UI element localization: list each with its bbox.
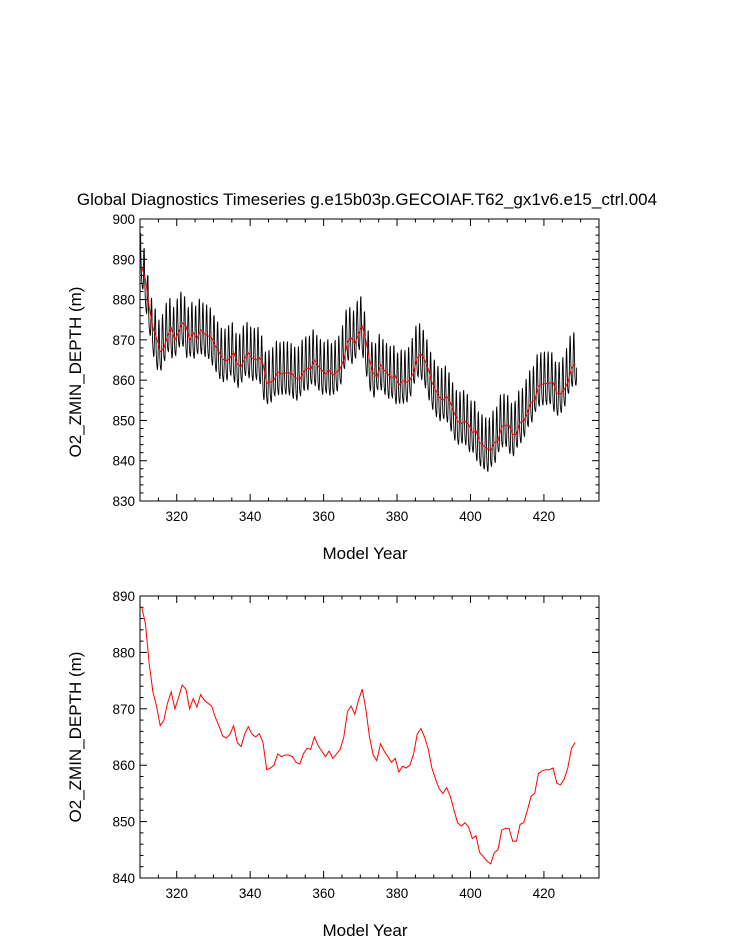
- top-xtick-label: 400: [459, 509, 482, 524]
- top-plot-frame: [139, 218, 600, 502]
- top-y-axis-label: O2_ZMIN_DEPTH (m): [66, 287, 85, 458]
- top-ytick-label: 830: [112, 494, 135, 509]
- bottom-series-lines: [141, 607, 576, 865]
- bottom-x-axis-label: Model Year: [322, 921, 407, 940]
- top-xtick-label: 380: [386, 509, 409, 524]
- top-panel: 830 840 850 860 870 880 890 900 320 340 360 380 400…: [66, 212, 600, 563]
- bottom-plot-frame: [139, 595, 600, 879]
- bottom-ytick-label: 860: [112, 758, 135, 773]
- bottom-xtick-label: 320: [165, 886, 188, 901]
- bottom-xtick-label: 360: [312, 886, 335, 901]
- bottom-axis-ticks: [139, 595, 600, 879]
- top-ytick-label: 880: [112, 293, 135, 308]
- top-xtick-label: 320: [165, 509, 188, 524]
- top-y-tick-labels: 830 840 850 860 870 880 890 900: [112, 212, 135, 509]
- bottom-ytick-label: 880: [112, 645, 135, 660]
- top-xtick-label: 360: [312, 509, 335, 524]
- top-ytick-label: 900: [112, 212, 135, 227]
- bottom-ytick-label: 850: [112, 815, 135, 830]
- top-series-lines: [139, 232, 578, 472]
- bottom-xtick-label: 380: [386, 886, 409, 901]
- top-series-annual-mean: [141, 267, 576, 452]
- bottom-y-tick-labels: 840 850 860 870 880 890: [112, 589, 135, 886]
- bottom-xtick-label: 400: [459, 886, 482, 901]
- top-x-tick-labels: 320 340 360 380 400 420: [165, 509, 555, 524]
- top-xtick-label: 420: [533, 509, 556, 524]
- top-ytick-label: 860: [112, 373, 135, 388]
- chart-title: Global Diagnostics Timeseries g.e15b03p.…: [77, 190, 657, 209]
- top-ytick-label: 890: [112, 252, 135, 267]
- top-ytick-label: 840: [112, 454, 135, 469]
- bottom-ytick-label: 840: [112, 871, 135, 886]
- top-x-axis-label: Model Year: [322, 544, 407, 563]
- bottom-y-axis-label: O2_ZMIN_DEPTH (m): [66, 652, 85, 823]
- bottom-xtick-label: 420: [533, 886, 556, 901]
- bottom-series-annual-mean: [141, 607, 576, 865]
- bottom-ytick-label: 890: [112, 589, 135, 604]
- bottom-ytick-label: 870: [112, 702, 135, 717]
- bottom-xtick-label: 340: [239, 886, 262, 901]
- top-xtick-label: 340: [239, 509, 262, 524]
- top-ytick-label: 850: [112, 413, 135, 428]
- bottom-x-tick-labels: 320 340 360 380 400 420: [165, 886, 555, 901]
- top-ytick-label: 870: [112, 333, 135, 348]
- bottom-panel: 840 850 860 870 880 890 320 340 360 380 400 420 Mo…: [66, 589, 600, 940]
- top-series-monthly: [139, 232, 578, 472]
